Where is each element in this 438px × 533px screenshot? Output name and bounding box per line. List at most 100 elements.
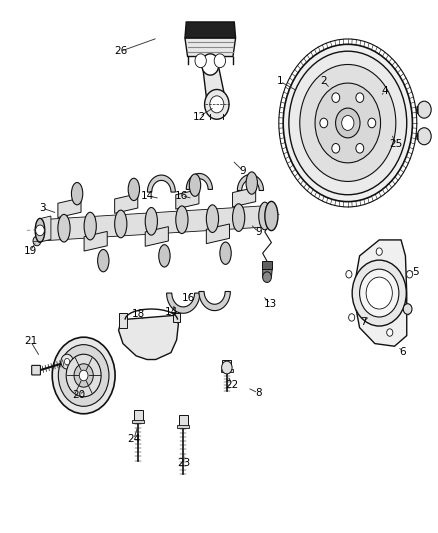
Polygon shape [173, 313, 180, 322]
Polygon shape [186, 173, 212, 189]
Circle shape [360, 269, 399, 317]
Text: 5: 5 [412, 267, 419, 277]
Text: 9: 9 [240, 166, 246, 176]
Text: 16: 16 [182, 293, 195, 303]
Ellipse shape [145, 207, 157, 235]
Circle shape [263, 272, 272, 282]
Circle shape [205, 90, 229, 119]
Circle shape [315, 83, 381, 163]
Circle shape [58, 345, 109, 406]
Polygon shape [177, 425, 189, 428]
Text: 6: 6 [399, 346, 406, 357]
Text: 7: 7 [360, 317, 367, 327]
Polygon shape [119, 313, 127, 328]
Polygon shape [199, 292, 230, 311]
Circle shape [201, 54, 219, 75]
Circle shape [342, 116, 354, 131]
Polygon shape [263, 269, 272, 277]
Text: 16: 16 [175, 191, 188, 201]
Polygon shape [84, 231, 107, 251]
Circle shape [356, 143, 364, 153]
Circle shape [332, 143, 340, 153]
Text: 21: 21 [24, 336, 37, 346]
Polygon shape [262, 261, 272, 269]
Polygon shape [353, 240, 407, 346]
Ellipse shape [206, 205, 219, 232]
Text: 9: 9 [255, 227, 261, 237]
Polygon shape [148, 175, 175, 192]
Text: 2: 2 [321, 77, 327, 86]
Circle shape [283, 44, 413, 201]
Polygon shape [221, 369, 233, 372]
Polygon shape [202, 64, 226, 104]
Polygon shape [166, 293, 200, 313]
Circle shape [417, 128, 431, 145]
Polygon shape [223, 360, 231, 370]
Circle shape [406, 271, 413, 278]
Ellipse shape [176, 206, 188, 233]
Circle shape [214, 54, 226, 68]
FancyBboxPatch shape [32, 366, 40, 375]
Ellipse shape [98, 249, 109, 272]
Polygon shape [115, 193, 138, 213]
Circle shape [417, 101, 431, 118]
Polygon shape [58, 198, 81, 217]
Circle shape [74, 364, 93, 387]
Polygon shape [119, 316, 178, 360]
Polygon shape [40, 216, 51, 242]
Polygon shape [233, 187, 256, 207]
Ellipse shape [115, 210, 127, 238]
Polygon shape [206, 224, 230, 244]
Circle shape [336, 108, 360, 138]
Circle shape [349, 314, 355, 321]
Polygon shape [176, 189, 199, 209]
Circle shape [376, 248, 382, 255]
Text: 12: 12 [193, 111, 206, 122]
Circle shape [210, 96, 224, 113]
Polygon shape [134, 410, 143, 421]
Text: 24: 24 [127, 434, 141, 445]
Text: 4: 4 [381, 86, 388, 96]
Circle shape [387, 329, 393, 336]
Ellipse shape [84, 212, 96, 240]
Text: 25: 25 [389, 139, 403, 149]
Circle shape [79, 370, 88, 381]
Polygon shape [132, 419, 145, 423]
Text: 8: 8 [255, 388, 261, 398]
Circle shape [289, 51, 407, 195]
Ellipse shape [35, 219, 45, 243]
Polygon shape [185, 22, 236, 38]
Text: 19: 19 [24, 246, 37, 255]
Text: 20: 20 [73, 390, 86, 400]
Text: 1: 1 [277, 77, 283, 86]
Polygon shape [185, 38, 236, 56]
Circle shape [368, 118, 376, 128]
Polygon shape [40, 205, 272, 241]
Circle shape [356, 93, 364, 102]
Ellipse shape [159, 245, 170, 267]
Ellipse shape [259, 202, 271, 230]
Ellipse shape [220, 242, 231, 264]
Circle shape [64, 359, 70, 365]
Text: 3: 3 [39, 203, 46, 213]
Circle shape [195, 54, 206, 68]
Text: 14: 14 [140, 191, 154, 201]
Ellipse shape [128, 178, 140, 200]
Text: 22: 22 [226, 379, 239, 390]
Text: 18: 18 [131, 309, 145, 319]
Ellipse shape [71, 182, 83, 205]
Ellipse shape [246, 172, 258, 194]
Circle shape [320, 118, 328, 128]
Circle shape [61, 354, 73, 369]
Text: 26: 26 [114, 46, 127, 56]
Text: 14: 14 [164, 306, 177, 317]
Circle shape [52, 337, 115, 414]
Circle shape [403, 304, 412, 314]
Text: 23: 23 [177, 458, 191, 468]
Circle shape [300, 64, 396, 181]
Polygon shape [237, 174, 264, 190]
Ellipse shape [189, 174, 201, 196]
Ellipse shape [233, 204, 245, 231]
Text: 13: 13 [264, 298, 277, 309]
Ellipse shape [265, 201, 278, 231]
